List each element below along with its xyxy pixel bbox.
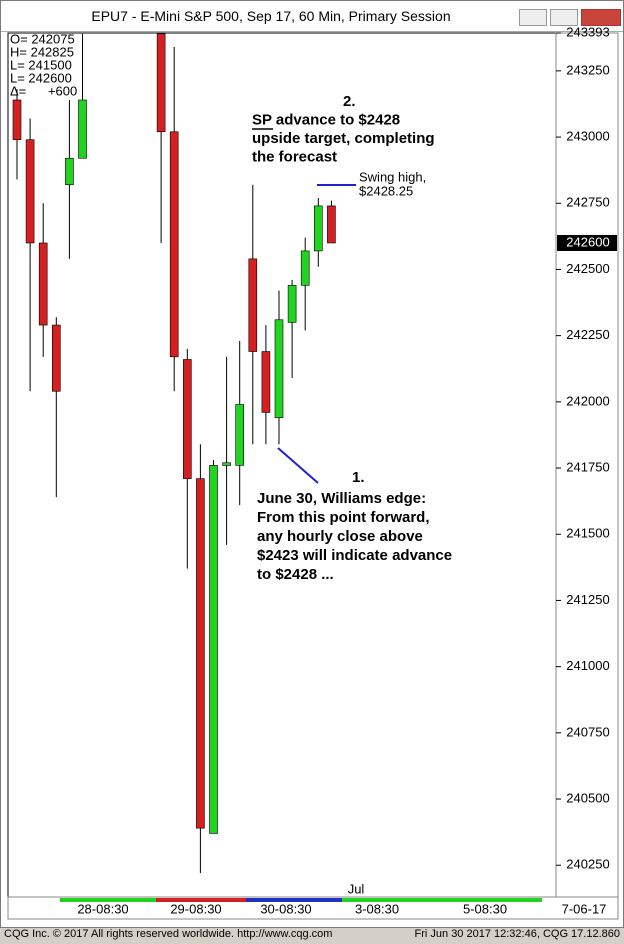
y-tick-label: 242500 <box>566 261 609 276</box>
candle-body <box>222 462 231 466</box>
y-tick-label: 240750 <box>566 724 609 739</box>
window-title: EPU7 - E-Mini S&P 500, Sep 17, 60 Min, P… <box>91 8 451 24</box>
close-button[interactable] <box>581 9 621 26</box>
annotation: SP advance to $2428 <box>252 111 400 128</box>
minimize-button[interactable] <box>519 9 547 26</box>
x-tick-label: 29-08:30 <box>170 901 221 916</box>
timestamp: Fri Jun 30 2017 12:32:46, CQG 17.12.860 <box>414 928 620 940</box>
x-tick-label: 3-08:30 <box>355 901 399 916</box>
x-tick-label: 7-06-17 <box>562 901 607 916</box>
candle-body <box>156 33 166 133</box>
candle-body <box>313 205 323 252</box>
annotation: any hourly close above <box>257 528 423 545</box>
last-price-label: 242600 <box>566 234 609 249</box>
x-tick-label: 28-08:30 <box>77 901 128 916</box>
candle-body <box>248 258 258 352</box>
info-line: O= 242075 <box>10 31 75 46</box>
annotation: June 30, Williams edge: <box>257 490 426 507</box>
x-tick-label: 30-08:30 <box>260 901 311 916</box>
session-strip <box>342 898 542 902</box>
annotation: 2. <box>343 93 356 110</box>
candle-body <box>235 404 244 466</box>
candle-body <box>78 99 87 159</box>
y-tick-label: 242250 <box>566 327 609 342</box>
x-tick-label: Jul <box>348 881 365 896</box>
last-price-box <box>557 234 617 251</box>
session-strip <box>60 898 156 902</box>
info-line: Δ= +600 <box>10 83 77 98</box>
session-strip <box>246 898 342 902</box>
candle-body <box>287 285 297 323</box>
annotation: to $2428 ... <box>257 566 334 583</box>
candle-body <box>25 139 35 244</box>
y-tick-label: 240500 <box>566 790 609 805</box>
candle-body <box>196 478 205 829</box>
annotation: the forecast <box>252 148 337 165</box>
candle-body <box>65 157 74 186</box>
candle-body <box>183 359 192 479</box>
candle-body <box>38 242 48 326</box>
y-tick-label: 242000 <box>566 393 609 408</box>
copyright: CQG Inc. © 2017 All rights reserved worl… <box>4 928 333 940</box>
info-line: L= 242600 <box>10 70 72 85</box>
candle-body <box>274 319 284 419</box>
x-axis-area <box>7 896 619 920</box>
candle-body <box>169 131 179 358</box>
y-tick-label: 242750 <box>566 195 609 210</box>
candle-body <box>300 250 310 286</box>
annotation: $2423 will indicate advance <box>257 547 452 564</box>
annotation: upside target, completing <box>252 130 435 147</box>
candle-body <box>327 205 336 244</box>
candle-body <box>12 99 22 141</box>
info-line: H= 242825 <box>10 44 74 59</box>
annotation-line <box>277 447 319 484</box>
y-tick-label: 241000 <box>566 658 609 673</box>
session-strip <box>156 898 246 902</box>
y-tick-label: 241750 <box>566 459 609 474</box>
y-axis-area <box>555 32 619 898</box>
x-tick-label: 5-08:30 <box>463 901 507 916</box>
annotation: From this point forward, <box>257 509 430 526</box>
candle-body <box>51 324 61 392</box>
y-tick-label: 240250 <box>566 857 609 872</box>
y-tick-label: 243250 <box>566 62 609 77</box>
maximize-button[interactable] <box>550 9 578 26</box>
annotation: 1. <box>352 469 365 486</box>
plot-area <box>7 32 557 898</box>
swing-label: $2428.25 <box>359 183 413 198</box>
y-tick-label: 241250 <box>566 592 609 607</box>
candle-body <box>261 351 271 413</box>
y-tick-label: 241500 <box>566 526 609 541</box>
candle-body <box>209 465 218 834</box>
swing-label: Swing high, <box>359 169 426 184</box>
footer: CQG Inc. © 2017 All rights reserved worl… <box>0 928 624 944</box>
title-bar: EPU7 - E-Mini S&P 500, Sep 17, 60 Min, P… <box>1 1 623 32</box>
y-tick-label: 243000 <box>566 128 609 143</box>
y-tick-label: 243393 <box>566 24 609 39</box>
info-line: L= 241500 <box>10 57 72 72</box>
